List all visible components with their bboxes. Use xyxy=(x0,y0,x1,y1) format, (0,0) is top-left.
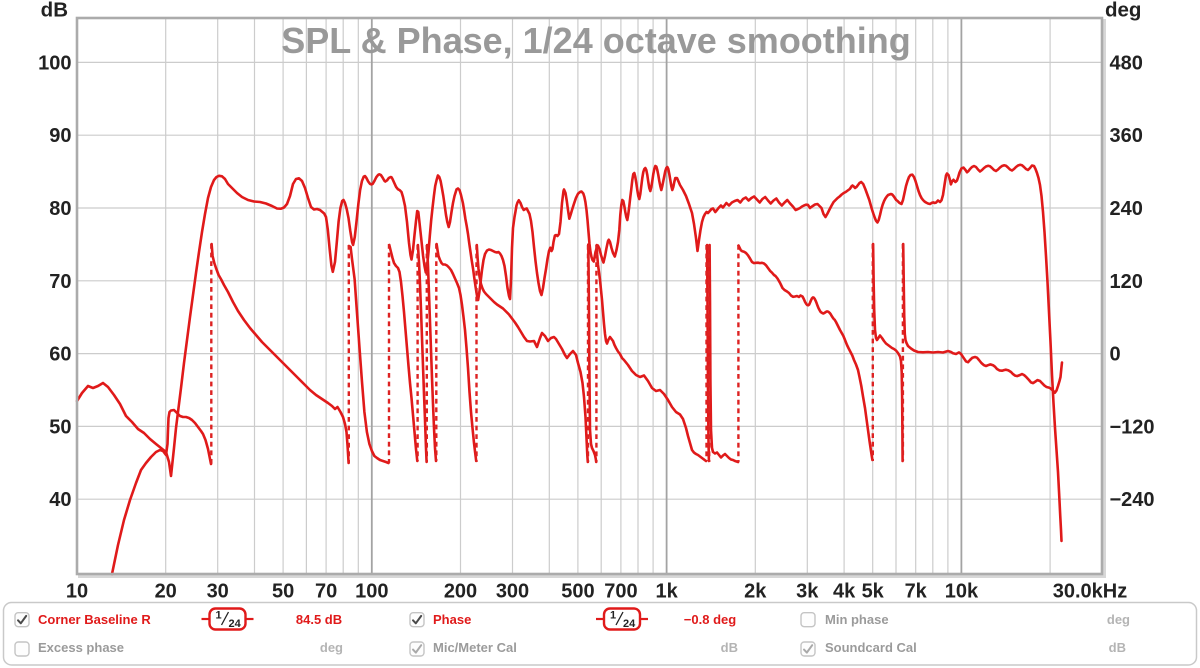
svg-text:Soundcard Cal: Soundcard Cal xyxy=(825,640,917,655)
svg-text:5k: 5k xyxy=(862,581,885,603)
svg-text:0: 0 xyxy=(1110,344,1121,366)
svg-text:deg: deg xyxy=(320,640,343,655)
svg-text:deg: deg xyxy=(1107,612,1130,627)
svg-text:−120: −120 xyxy=(1110,416,1155,438)
svg-text:80: 80 xyxy=(49,198,71,220)
svg-text:4k: 4k xyxy=(833,581,856,603)
svg-text:Corner Baseline R: Corner Baseline R xyxy=(38,612,151,627)
svg-text:−240: −240 xyxy=(1110,489,1155,511)
svg-text:50: 50 xyxy=(272,581,294,603)
svg-text:200: 200 xyxy=(444,581,477,603)
svg-text:deg: deg xyxy=(1105,0,1141,22)
svg-text:30.0kHz: 30.0kHz xyxy=(1053,581,1128,603)
svg-text:24: 24 xyxy=(623,618,636,630)
svg-text:24: 24 xyxy=(229,618,242,630)
svg-text:60: 60 xyxy=(49,344,71,366)
svg-text:120: 120 xyxy=(1110,271,1143,293)
svg-text:50: 50 xyxy=(49,416,71,438)
svg-text:10k: 10k xyxy=(945,581,979,603)
svg-text:Min phase: Min phase xyxy=(825,612,889,627)
svg-text:SPL & Phase, 1/24 octave smoot: SPL & Phase, 1/24 octave smoothing xyxy=(281,20,911,61)
svg-text:10: 10 xyxy=(66,581,88,603)
svg-text:84.5 dB: 84.5 dB xyxy=(296,612,342,627)
svg-text:−0.8 deg: −0.8 deg xyxy=(684,612,736,627)
svg-text:20: 20 xyxy=(155,581,177,603)
svg-text:480: 480 xyxy=(1110,52,1143,74)
svg-text:300: 300 xyxy=(496,581,529,603)
svg-text:500: 500 xyxy=(561,581,594,603)
svg-text:100: 100 xyxy=(355,581,388,603)
svg-text:2k: 2k xyxy=(744,581,767,603)
svg-text:Phase: Phase xyxy=(433,612,471,627)
svg-text:dB: dB xyxy=(721,640,738,655)
svg-text:90: 90 xyxy=(49,125,71,147)
svg-text:70: 70 xyxy=(315,581,337,603)
svg-text:1k: 1k xyxy=(655,581,678,603)
svg-text:40: 40 xyxy=(49,489,71,511)
svg-text:240: 240 xyxy=(1110,198,1143,220)
svg-text:1: 1 xyxy=(610,610,616,622)
svg-text:dB: dB xyxy=(1109,640,1126,655)
svg-text:Excess phase: Excess phase xyxy=(38,640,124,655)
svg-text:30: 30 xyxy=(207,581,229,603)
svg-text:3k: 3k xyxy=(796,581,819,603)
svg-text:100: 100 xyxy=(38,52,71,74)
svg-text:Mic/Meter Cal: Mic/Meter Cal xyxy=(433,640,517,655)
svg-text:dB: dB xyxy=(41,0,68,22)
svg-text:7k: 7k xyxy=(905,581,928,603)
svg-text:70: 70 xyxy=(49,271,71,293)
svg-text:360: 360 xyxy=(1110,125,1143,147)
svg-text:700: 700 xyxy=(604,581,637,603)
svg-text:1: 1 xyxy=(216,610,222,622)
